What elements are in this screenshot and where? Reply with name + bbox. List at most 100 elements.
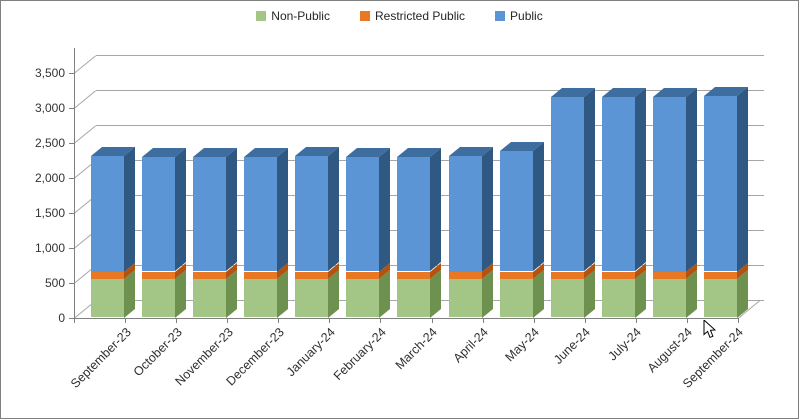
bar-october-23-public-side [175,148,187,272]
legend-label: Restricted Public [374,9,466,23]
x-axis-tick [278,318,280,323]
restricted-public-swatch-icon [359,11,370,21]
bar-september-23-restricted-public[interactable] [91,271,124,279]
bar-march-24-public-side [430,148,442,272]
bar-may-24-non-public[interactable] [499,278,533,317]
bar-january-24-restricted-public[interactable] [295,271,329,279]
bar-june-24-public[interactable] [550,97,584,272]
bar-august-24-non-public[interactable] [652,278,686,317]
bar-january-24-public-side [328,147,340,272]
chart-legend: Non-Public Restricted Public Public [1,9,798,23]
y-axis-label: 0 [58,311,65,325]
bar-october-23-non-public[interactable] [142,278,176,317]
bar-june-24-non-public[interactable] [550,278,584,317]
y-axis-tick [69,178,74,179]
y-axis-tick [69,143,74,144]
bar-december-23-public[interactable] [244,156,278,272]
bar-november-23-public-side [226,148,238,272]
bar-november-23-non-public[interactable] [193,278,227,317]
bar-october-23-restricted-public[interactable] [142,271,176,279]
gridline [96,125,764,126]
x-axis-tick [227,318,229,323]
y-axis-tick [69,283,74,284]
bar-may-24-public-side [532,142,544,272]
grid-diagonal [73,125,97,144]
bar-april-24-restricted-public[interactable] [448,271,482,279]
bar-july-24-public[interactable] [601,97,635,272]
bar-september-23-non-public[interactable] [91,278,124,317]
bar-december-23-public-side [277,147,289,272]
y-axis-label: 2,000 [34,171,65,185]
bar-september-24-non-public[interactable] [703,278,737,317]
bar-february-24-restricted-public[interactable] [346,271,380,279]
y-axis-tick [69,73,74,74]
bar-april-24-public[interactable] [448,156,482,272]
x-axis-tick [329,318,331,323]
x-axis [74,318,739,319]
bar-september-24-public[interactable] [703,95,737,272]
bar-november-23-public[interactable] [193,157,227,272]
mouse-cursor [703,320,716,339]
y-axis-tick [69,318,74,319]
gridline [96,90,764,91]
bar-april-24-non-public[interactable] [448,278,482,317]
legend-label: Public [510,9,543,23]
bar-april-24-public-side [481,146,493,272]
x-axis-tick [431,318,433,323]
x-axis-tick [686,318,688,323]
y-axis-label: 1,500 [34,206,65,220]
bar-march-24-public[interactable] [397,157,431,272]
legend-item-public[interactable]: Public [495,9,543,23]
y-axis-tick [69,108,74,109]
bar-may-24-restricted-public[interactable] [499,271,533,279]
public-swatch-icon [495,11,506,21]
bar-may-24-public[interactable] [499,151,533,272]
x-axis-tick [74,318,75,323]
x-axis-tick [125,318,127,323]
bar-september-24-restricted-public[interactable] [703,271,737,279]
y-axis [74,48,75,318]
x-axis-tick [635,318,637,323]
bar-september-23-public[interactable] [91,156,124,272]
bar-june-24-restricted-public[interactable] [550,271,584,279]
bar-july-24-non-public[interactable] [601,278,635,317]
bar-february-24-public[interactable] [346,156,380,272]
y-axis-label: 500 [44,276,65,290]
bar-september-24-public-side [736,86,748,272]
bar-february-24-non-public[interactable] [346,278,380,317]
y-axis-tick [69,248,74,249]
y-axis-label: 2,500 [34,136,65,150]
bar-december-23-restricted-public[interactable] [244,271,278,279]
y-axis-tick [69,213,74,214]
x-axis-tick [738,318,739,323]
grid-diagonal [73,90,97,109]
legend-label: Non-Public [271,9,330,23]
x-axis-tick [533,318,535,323]
bar-august-24-public[interactable] [652,96,686,272]
bar-january-24-public[interactable] [295,156,329,272]
bar-june-24-public-side [583,88,595,272]
bar-august-24-public-side [685,87,697,272]
y-axis-label: 3,500 [34,66,65,80]
x-axis-tick [380,318,382,323]
x-label-september-23: September-23 [67,325,134,391]
bar-july-24-restricted-public[interactable] [601,271,635,279]
bar-november-23-restricted-public[interactable] [193,271,227,279]
x-axis-tick [176,318,178,323]
x-axis-tick [482,318,484,323]
bar-october-23-public[interactable] [142,157,176,272]
legend-item-non-public[interactable]: Non-Public [256,9,330,23]
bar-august-24-restricted-public[interactable] [652,271,686,279]
legend-item-restricted-public[interactable]: Restricted Public [359,9,466,23]
y-axis-label: 3,000 [34,101,65,115]
bar-february-24-public-side [379,147,391,272]
non-public-swatch-icon [256,11,267,21]
grid-diagonal [73,55,97,74]
bar-december-23-non-public[interactable] [244,278,278,317]
bar-january-24-non-public[interactable] [295,278,329,317]
bar-march-24-restricted-public[interactable] [397,271,431,279]
bar-september-23-public-side [124,146,135,272]
y-axis-label: 1,000 [34,241,65,255]
bar-march-24-non-public[interactable] [397,278,431,317]
